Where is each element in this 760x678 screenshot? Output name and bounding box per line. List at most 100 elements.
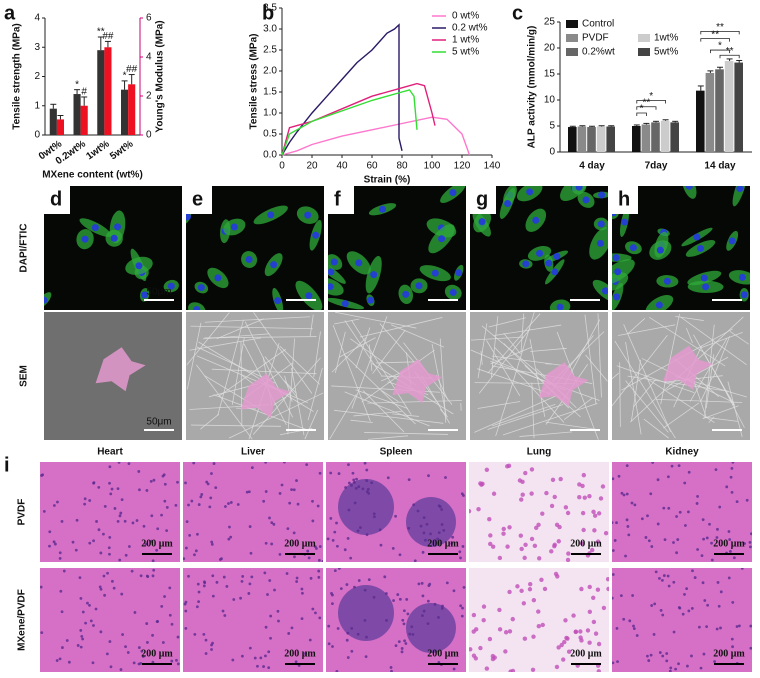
legend-swatch xyxy=(566,20,578,28)
legend-label: 1 wt% xyxy=(452,35,479,46)
nucleus xyxy=(392,599,395,602)
nucleus xyxy=(710,558,714,562)
scale-label: 200 μm xyxy=(570,538,602,549)
nucleus xyxy=(649,492,653,496)
nucleus xyxy=(663,538,667,542)
nucleus xyxy=(266,593,269,596)
fiber xyxy=(643,376,715,423)
y-tick-label: 3.5 xyxy=(263,3,277,14)
nucleus xyxy=(212,462,216,465)
nucleus xyxy=(617,474,621,478)
nucleus xyxy=(270,542,274,546)
nucleus xyxy=(339,587,343,591)
nucleus xyxy=(295,576,299,580)
nucleus xyxy=(347,508,351,512)
nucleus xyxy=(317,569,321,573)
image-background xyxy=(183,462,323,562)
nucleus xyxy=(592,513,598,518)
nucleus xyxy=(295,580,299,583)
nucleus xyxy=(58,657,62,661)
nucleus xyxy=(596,669,601,672)
nucleus xyxy=(581,527,586,533)
nucleus xyxy=(736,186,744,193)
nucleus xyxy=(311,499,314,503)
nucleus xyxy=(146,641,149,644)
nucleus xyxy=(615,521,618,525)
nucleus xyxy=(151,559,155,562)
nucleus xyxy=(529,491,534,496)
nucleus xyxy=(659,608,663,612)
fiber xyxy=(708,416,715,423)
nucleus xyxy=(531,597,537,603)
nucleus xyxy=(745,498,749,502)
nucleus xyxy=(484,467,490,473)
nucleus xyxy=(76,644,80,647)
nucleus xyxy=(612,521,614,525)
nucleus xyxy=(397,640,401,644)
fiber xyxy=(364,432,449,435)
nucleus xyxy=(210,472,213,475)
legend-label: PVDF xyxy=(582,33,609,44)
nucleus xyxy=(131,521,135,525)
nucleus xyxy=(550,477,556,483)
nucleus xyxy=(415,282,423,290)
nucleus xyxy=(478,645,483,651)
nucleus xyxy=(461,545,465,548)
nucleus xyxy=(678,510,682,514)
nucleus xyxy=(624,554,627,558)
y-axis-label: Tensile stress (MPa) xyxy=(249,34,260,130)
nucleus xyxy=(176,635,180,639)
nucleus xyxy=(427,474,430,478)
legend-swatch xyxy=(566,48,578,56)
nucleus xyxy=(526,188,534,196)
nucleus xyxy=(481,604,487,609)
nucleus xyxy=(335,670,339,672)
nucleus xyxy=(293,555,296,559)
nucleus xyxy=(112,586,116,590)
x-tick-label: 20 xyxy=(306,161,318,172)
nucleus xyxy=(165,506,169,509)
nucleus xyxy=(160,513,163,517)
y-tick-label: 20 xyxy=(544,43,556,54)
nucleus xyxy=(331,645,334,648)
fiber xyxy=(702,405,739,420)
significance-bracket xyxy=(636,112,647,116)
scale-label: 50μm xyxy=(146,287,171,298)
panel-letter: g xyxy=(476,188,488,210)
nucleus xyxy=(211,641,214,645)
nucleus xyxy=(230,223,238,231)
nucleus xyxy=(210,648,213,651)
nucleus xyxy=(155,548,159,552)
nucleus xyxy=(616,660,619,664)
fiber xyxy=(729,331,750,345)
nucleus xyxy=(102,574,106,578)
nucleus xyxy=(79,645,83,649)
nucleus xyxy=(124,553,128,557)
nucleus xyxy=(318,558,321,562)
nucleus xyxy=(411,633,415,636)
nucleus xyxy=(462,586,466,589)
nucleus xyxy=(581,472,587,478)
nucleus xyxy=(705,625,708,629)
nucleus xyxy=(239,596,242,600)
nucleus xyxy=(269,614,273,618)
fiber xyxy=(368,435,409,440)
nucleus xyxy=(126,651,130,654)
nucleus xyxy=(598,191,606,199)
nucleus xyxy=(492,655,497,660)
nucleus xyxy=(544,490,549,496)
legend-label: 0.2%wt xyxy=(582,47,615,58)
fiber xyxy=(392,413,419,417)
nucleus xyxy=(86,601,89,605)
fiber xyxy=(252,357,321,435)
significance-mark: * xyxy=(649,91,653,102)
nucleus xyxy=(713,660,716,663)
nucleus xyxy=(170,622,174,626)
fiber xyxy=(490,316,499,378)
nucleus xyxy=(633,503,637,507)
scale-label: 200 μm xyxy=(284,538,316,549)
fiber xyxy=(718,377,745,428)
nucleus xyxy=(735,500,739,503)
nucleus xyxy=(356,529,360,533)
nucleus xyxy=(629,244,637,252)
